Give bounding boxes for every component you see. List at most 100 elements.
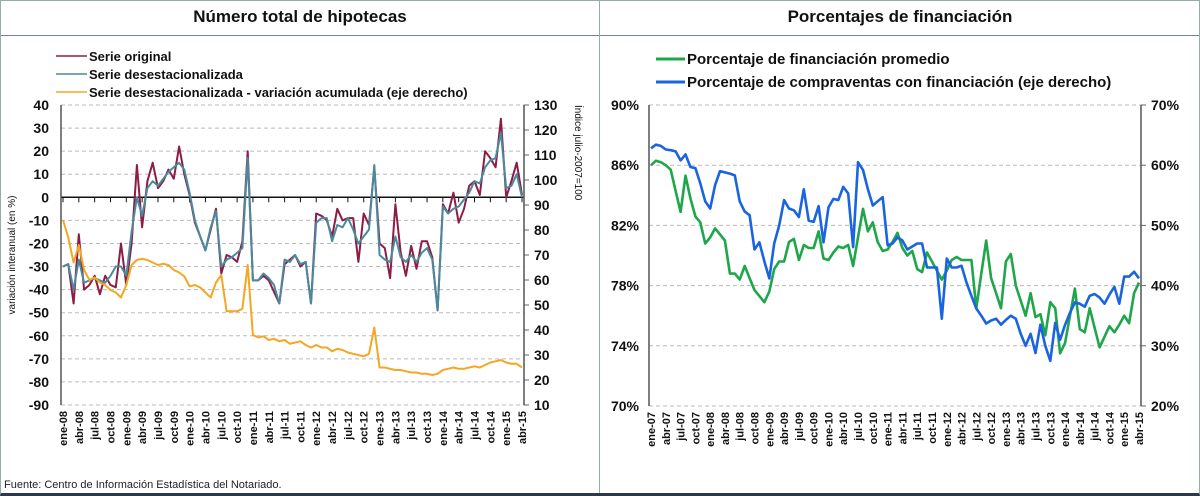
y-tick-label: 90%: [611, 97, 640, 113]
y-right-tick-label: 10: [534, 397, 550, 413]
y-right-tick-label: 40%: [1151, 278, 1180, 294]
x-tick-label: oct-07: [690, 412, 702, 444]
x-tick-label: ene-10: [823, 412, 835, 447]
y-right-tick-label: 20: [534, 372, 550, 388]
x-tick-label: abr-09: [137, 411, 149, 444]
y-tick-label: 82%: [611, 217, 640, 233]
x-tick-label: abr-13: [1016, 412, 1028, 445]
y-right-tick-label: 60: [534, 272, 550, 288]
y-tick-label: 30: [33, 120, 49, 136]
series-line-2: [650, 143, 1141, 363]
title-divider: [1, 35, 1199, 36]
y-right-tick-label: 50%: [1151, 217, 1180, 233]
x-tick-label: oct-12: [986, 412, 998, 444]
x-tick-label: abr-09: [779, 412, 791, 445]
y-tick-label: -80: [29, 374, 49, 390]
y-tick-label: -20: [29, 235, 49, 251]
x-tick-label: oct-13: [1045, 412, 1057, 444]
legend-label: Porcentaje de compraventas con financiac…: [687, 74, 1111, 91]
y-right-tick-label: 100: [534, 172, 558, 188]
x-tick-label: ene-14: [1060, 411, 1072, 447]
x-tick-label: oct-14: [485, 410, 497, 443]
y-right-tick-label: 70%: [1151, 97, 1180, 113]
x-tick-label: ene-07: [646, 412, 658, 447]
y-tick-label: -70: [29, 351, 49, 367]
x-tick-label: oct-09: [169, 411, 181, 443]
x-tick-label: jul-13: [1030, 412, 1042, 442]
y-tick-label: -50: [29, 305, 49, 321]
x-tick-label: abr-11: [264, 411, 276, 443]
x-tick-label: abr-10: [200, 411, 212, 444]
x-tick-label: abr-12: [957, 412, 969, 445]
y-right-tick-label: 30: [534, 347, 550, 363]
x-tick-label: oct-10: [868, 412, 880, 444]
x-tick-label: abr-13: [390, 411, 402, 444]
x-tick-label: jul-12: [971, 412, 983, 442]
x-tick-label: abr-10: [838, 412, 850, 445]
panel-divider: [599, 1, 600, 493]
x-tick-label: jul-10: [216, 411, 228, 441]
y-tick-label: -10: [29, 212, 49, 228]
mortgages-chart: 403020100-10-20-30-40-50-60-70-80-901301…: [7, 49, 585, 446]
x-tick-label: abr-14: [454, 410, 466, 444]
x-tick-label: jul-09: [794, 412, 806, 442]
x-tick-label: jul-08: [90, 411, 102, 441]
x-tick-label: jul-08: [735, 412, 747, 442]
y-tick-label: -60: [29, 328, 49, 344]
y-tick-label: 74%: [611, 338, 640, 354]
legend-label: Serie desestacionalizada - variación acu…: [89, 85, 468, 100]
x-tick-label: abr-08: [720, 412, 732, 445]
x-tick-label: abr-07: [661, 412, 673, 445]
x-tick-label: jul-09: [153, 411, 165, 441]
x-tick-label: oct-09: [809, 412, 821, 444]
x-tick-label: ene-11: [883, 412, 895, 446]
x-tick-label: jul-14: [470, 410, 482, 441]
x-tick-label: jul-14: [1090, 411, 1102, 442]
y-tick-label: -40: [29, 282, 49, 298]
x-tick-label: oct-14: [1104, 411, 1116, 444]
x-tick-label: jul-11: [912, 412, 924, 441]
y-right-tick-label: 90: [534, 197, 550, 213]
x-tick-label: jul-11: [280, 411, 292, 440]
x-tick-label: oct-12: [359, 411, 371, 443]
financing-chart: 90% 86% 82% 78% 74% 70% 70% 60% 50% 40% 30% 20% ene-…: [611, 51, 1180, 447]
y-right-tick-label: 50: [534, 297, 550, 313]
y-right-tick-label: 80: [534, 222, 550, 238]
y-right-axis-title: Índice julio-2007=100: [572, 105, 585, 201]
x-tick-label: ene-13: [1001, 412, 1013, 447]
x-tick-label: ene-09: [764, 412, 776, 447]
x-tick-label: oct-13: [422, 411, 434, 443]
y-right-tick-label: 110: [534, 147, 557, 163]
y-tick-label: -90: [29, 397, 49, 413]
x-tick-label: ene-12: [311, 411, 323, 446]
y-axis-title: variación interanual (en %): [7, 196, 18, 315]
left-chart-title: Número total de hipotecas: [193, 7, 407, 26]
y-right-tick-label: 30%: [1151, 338, 1180, 354]
x-tick-label: abr-08: [74, 411, 86, 444]
y-tick-label: 70%: [611, 398, 640, 414]
series-line-3: [62, 219, 523, 376]
source-note: Fuente: Centro de Información Estadístic…: [4, 479, 282, 491]
x-tick-label: oct-11: [295, 411, 307, 443]
x-tick-label: abr-14: [1075, 411, 1087, 445]
y-right-tick-label: 130: [534, 97, 558, 113]
x-tick-label: jul-10: [853, 412, 865, 442]
y-right-tick-label: 60%: [1151, 157, 1180, 173]
x-tick-label: oct-11: [927, 412, 939, 444]
y-tick-label: 40: [33, 97, 49, 113]
y-right-tick-label: 20%: [1151, 398, 1180, 414]
x-tick-label: ene-12: [942, 412, 954, 447]
x-tick-label: abr-15: [1134, 412, 1146, 445]
y-tick-label: 20: [33, 143, 49, 159]
x-tick-label: oct-08: [750, 412, 762, 444]
x-tick-label: oct-08: [105, 411, 117, 443]
x-tick-label: ene-09: [121, 411, 133, 446]
x-tick-label: jul-07: [676, 412, 688, 442]
right-chart-title: Porcentajes de financiación: [787, 7, 1013, 26]
x-tick-label: oct-10: [232, 411, 244, 443]
x-tick-label: ene-15: [501, 411, 513, 446]
x-tick-label: ene-13: [375, 411, 387, 446]
y-tick-label: 10: [33, 166, 49, 182]
x-tick-label: abr-11: [897, 412, 909, 444]
